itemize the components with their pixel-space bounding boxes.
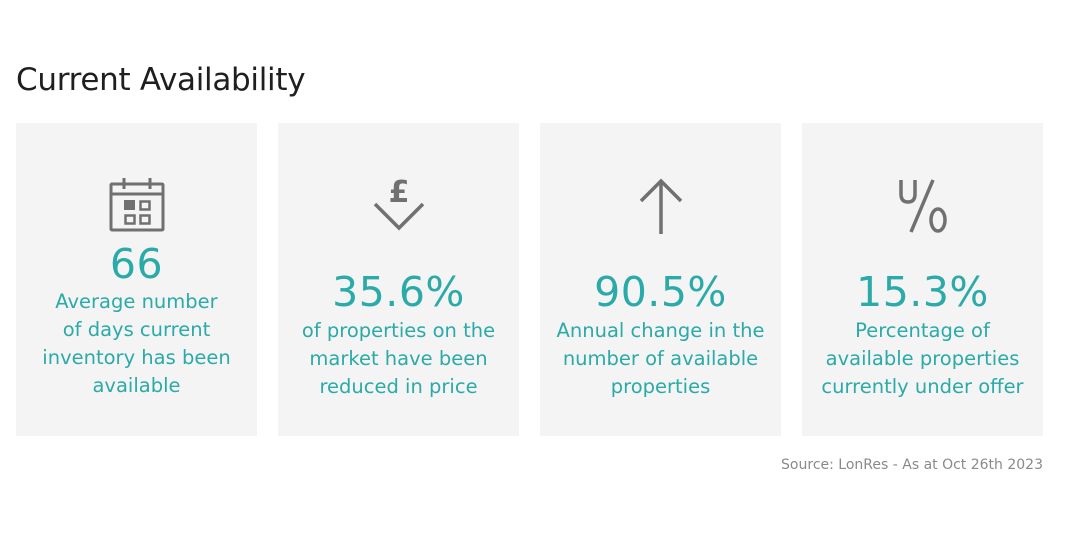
- stat-value: 66: [109, 240, 164, 288]
- stat-value: 15.3%: [856, 268, 989, 316]
- source-note: Source: LonRes - As at Oct 26th 2023: [781, 457, 1043, 473]
- stat-description: Average number of days current inventory…: [42, 290, 231, 397]
- stat-card-under-offer: 15.3% Percentage of available properties…: [802, 123, 1043, 436]
- stat-value: 90.5%: [594, 268, 727, 316]
- calendar-icon: [16, 176, 257, 236]
- pound-down-arrow-icon: £: [278, 176, 519, 236]
- percent-icon: [802, 176, 1043, 236]
- stat-card-annual-change: 90.5% Annual change in the number of ava…: [540, 123, 781, 436]
- stat-description: of properties on the market have been re…: [301, 319, 496, 398]
- svg-text:£: £: [388, 176, 409, 210]
- stat-card-price-reduced: £ 35.6% of properties on the market have…: [278, 123, 519, 436]
- stat-description: Percentage of available properties curre…: [821, 319, 1024, 398]
- up-arrow-icon: [540, 176, 781, 236]
- stat-card-days-available: 66 Average number of days current invent…: [16, 123, 257, 436]
- page-title: Current Availability: [16, 62, 306, 98]
- stat-value: 35.6%: [332, 268, 465, 316]
- stat-description: Annual change in the number of available…: [556, 319, 765, 398]
